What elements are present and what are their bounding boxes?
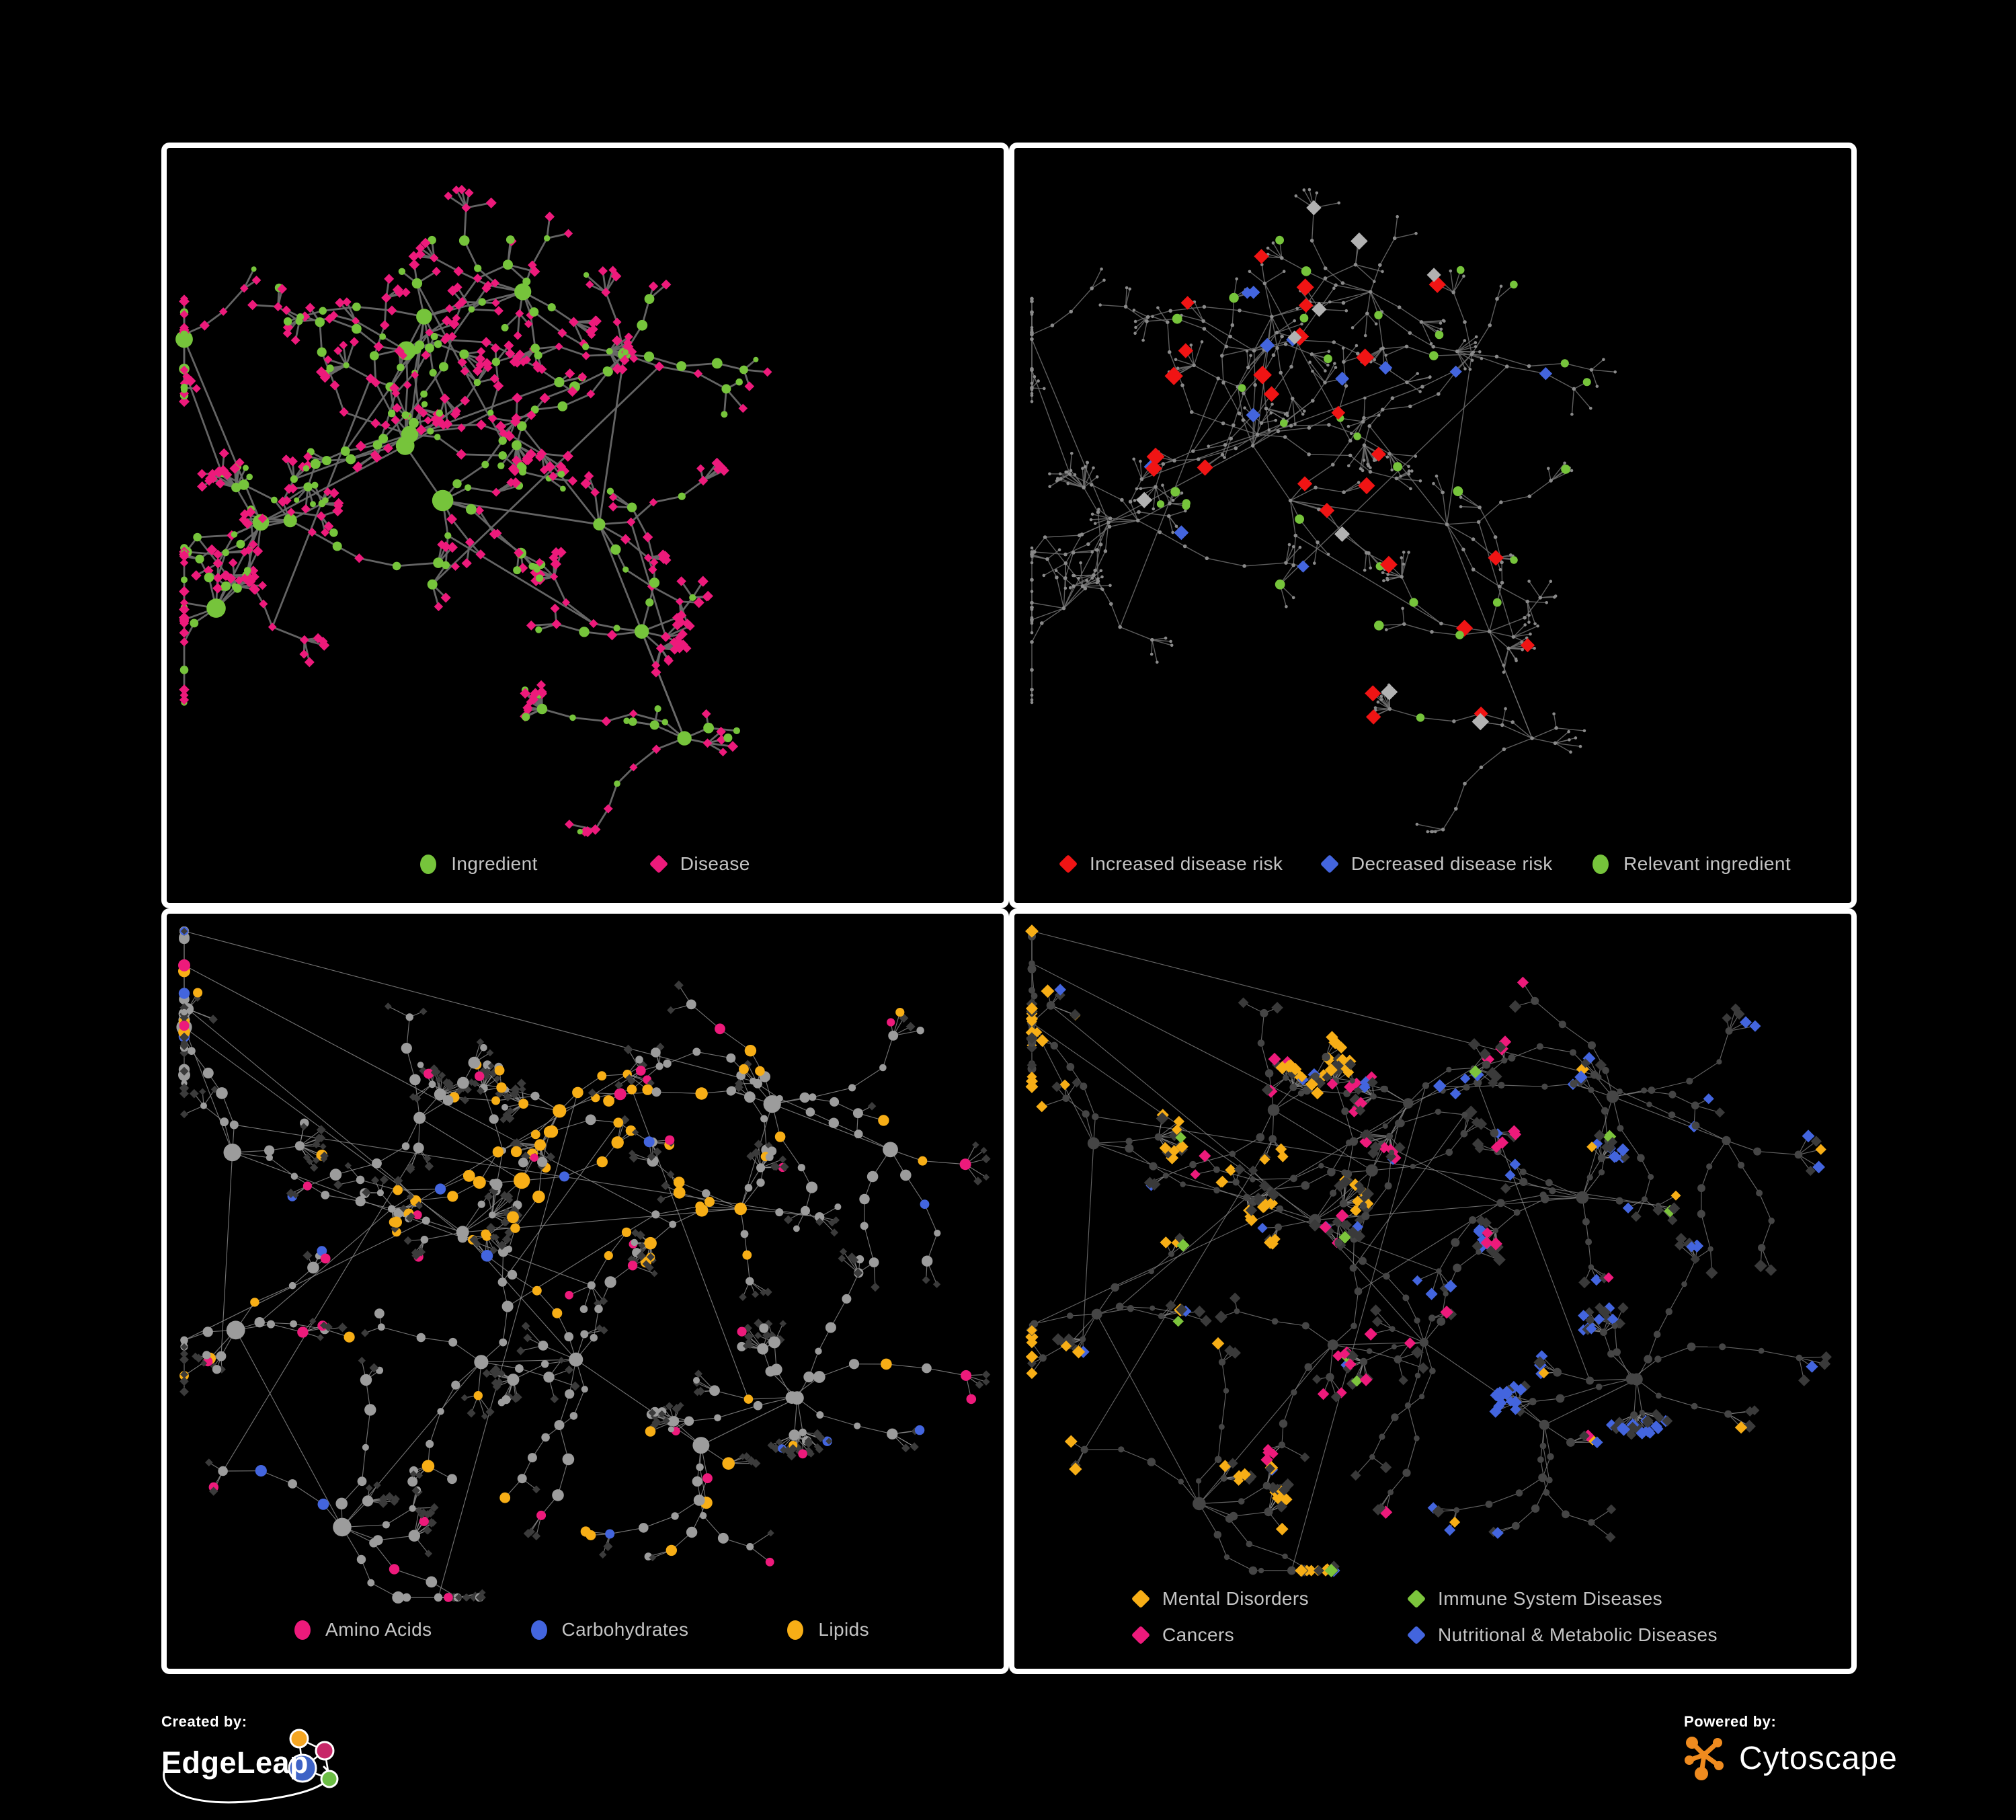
panel-disease-risk: Increased disease risk Decreased disease … bbox=[1009, 143, 1857, 908]
legend-label: Nutritional & Metabolic Diseases bbox=[1438, 1624, 1718, 1645]
legend-item-immune-system-diseases: Immune System Diseases bbox=[1406, 1588, 1718, 1610]
panel-disease-categories: Mental Disorders Immune System Diseases Ca… bbox=[1009, 908, 1857, 1674]
circle-marker-icon bbox=[530, 1620, 547, 1640]
circle-marker-icon bbox=[787, 1620, 804, 1640]
panel-grid: Ingredient Disease Increased disease risk… bbox=[161, 143, 1857, 1674]
legend-label: Cancers bbox=[1162, 1624, 1235, 1645]
legend-ingredient-disease: Ingredient Disease bbox=[167, 849, 1004, 903]
cytoscape-credit: Powered by: Cytosc bbox=[1684, 1713, 1898, 1782]
legend-label: Immune System Diseases bbox=[1438, 1588, 1663, 1609]
legend-item-carbohydrates: Carbohydrates bbox=[530, 1619, 689, 1640]
cytoscape-logo-text: Cytoscape bbox=[1739, 1740, 1898, 1776]
legend-label: Mental Disorders bbox=[1162, 1588, 1309, 1609]
legend-nutrient-classes: Amino Acids Carbohydrates Lipids bbox=[167, 1615, 1004, 1669]
diamond-marker-icon bbox=[1131, 1625, 1151, 1645]
diamond-marker-icon bbox=[1406, 1625, 1426, 1645]
legend-item-decreased-disease-risk: Decreased disease risk bbox=[1320, 853, 1553, 875]
legend-label: Relevant ingredient bbox=[1623, 853, 1791, 874]
legend-label: Amino Acids bbox=[325, 1619, 432, 1640]
legend-item-ingredient: Ingredient bbox=[420, 853, 538, 875]
diamond-marker-icon bbox=[649, 854, 668, 874]
legend-item-nutritional-metabolic-diseases: Nutritional & Metabolic Diseases bbox=[1406, 1624, 1718, 1646]
legend-label: Increased disease risk bbox=[1090, 853, 1283, 874]
cytoscape-logo: Cytoscape bbox=[1684, 1735, 1898, 1782]
panel-nutrient-classes: Amino Acids Carbohydrates Lipids bbox=[161, 908, 1009, 1674]
powered-by-label: Powered by: bbox=[1684, 1713, 1777, 1730]
edgeleap-logo-icon bbox=[163, 1729, 339, 1804]
network-canvas-disease-risk bbox=[1030, 188, 1617, 834]
diamond-marker-icon bbox=[1131, 1589, 1151, 1609]
legend-item-increased-disease-risk: Increased disease risk bbox=[1058, 853, 1283, 875]
circle-marker-icon bbox=[420, 854, 437, 874]
legend-label: Decreased disease risk bbox=[1350, 853, 1553, 874]
legend-disease-categories: Mental Disorders Immune System Diseases Ca… bbox=[1014, 1588, 1851, 1669]
edgeleap-logo: EdgeLeap bbox=[161, 1729, 417, 1819]
diamond-marker-icon bbox=[1320, 854, 1339, 874]
network-canvas-nutrient-classes bbox=[176, 926, 991, 1604]
legend-label: Ingredient bbox=[451, 853, 538, 874]
legend-label: Disease bbox=[680, 853, 750, 874]
network-canvas-ingredient-disease bbox=[175, 185, 772, 838]
legend-disease-risk: Increased disease risk Decreased disease … bbox=[1014, 849, 1851, 903]
diamond-marker-icon bbox=[1058, 854, 1078, 874]
diamond-marker-icon bbox=[1406, 1589, 1426, 1609]
legend-item-mental-disorders: Mental Disorders bbox=[1131, 1588, 1309, 1610]
cytoscape-logo-icon bbox=[1685, 1737, 1724, 1780]
legend-label: Lipids bbox=[818, 1619, 869, 1640]
edgeleap-credit: Created by: EdgeLeap bbox=[161, 1713, 417, 1819]
edgeleap-logo-text: EdgeLeap bbox=[161, 1745, 309, 1780]
circle-marker-icon bbox=[1592, 854, 1609, 874]
legend-item-relevant-ingredient: Relevant ingredient bbox=[1592, 853, 1791, 875]
legend-label: Carbohydrates bbox=[561, 1619, 689, 1640]
created-by-label: Created by: bbox=[161, 1713, 247, 1730]
network-canvas-disease-categories bbox=[1025, 924, 1832, 1577]
circle-marker-icon bbox=[294, 1620, 311, 1640]
panel-ingredient-disease: Ingredient Disease bbox=[161, 143, 1009, 908]
legend-item-disease: Disease bbox=[649, 853, 750, 875]
legend-item-amino-acids: Amino Acids bbox=[294, 1619, 432, 1640]
legend-item-lipids: Lipids bbox=[787, 1619, 869, 1640]
legend-item-cancers: Cancers bbox=[1131, 1624, 1309, 1646]
